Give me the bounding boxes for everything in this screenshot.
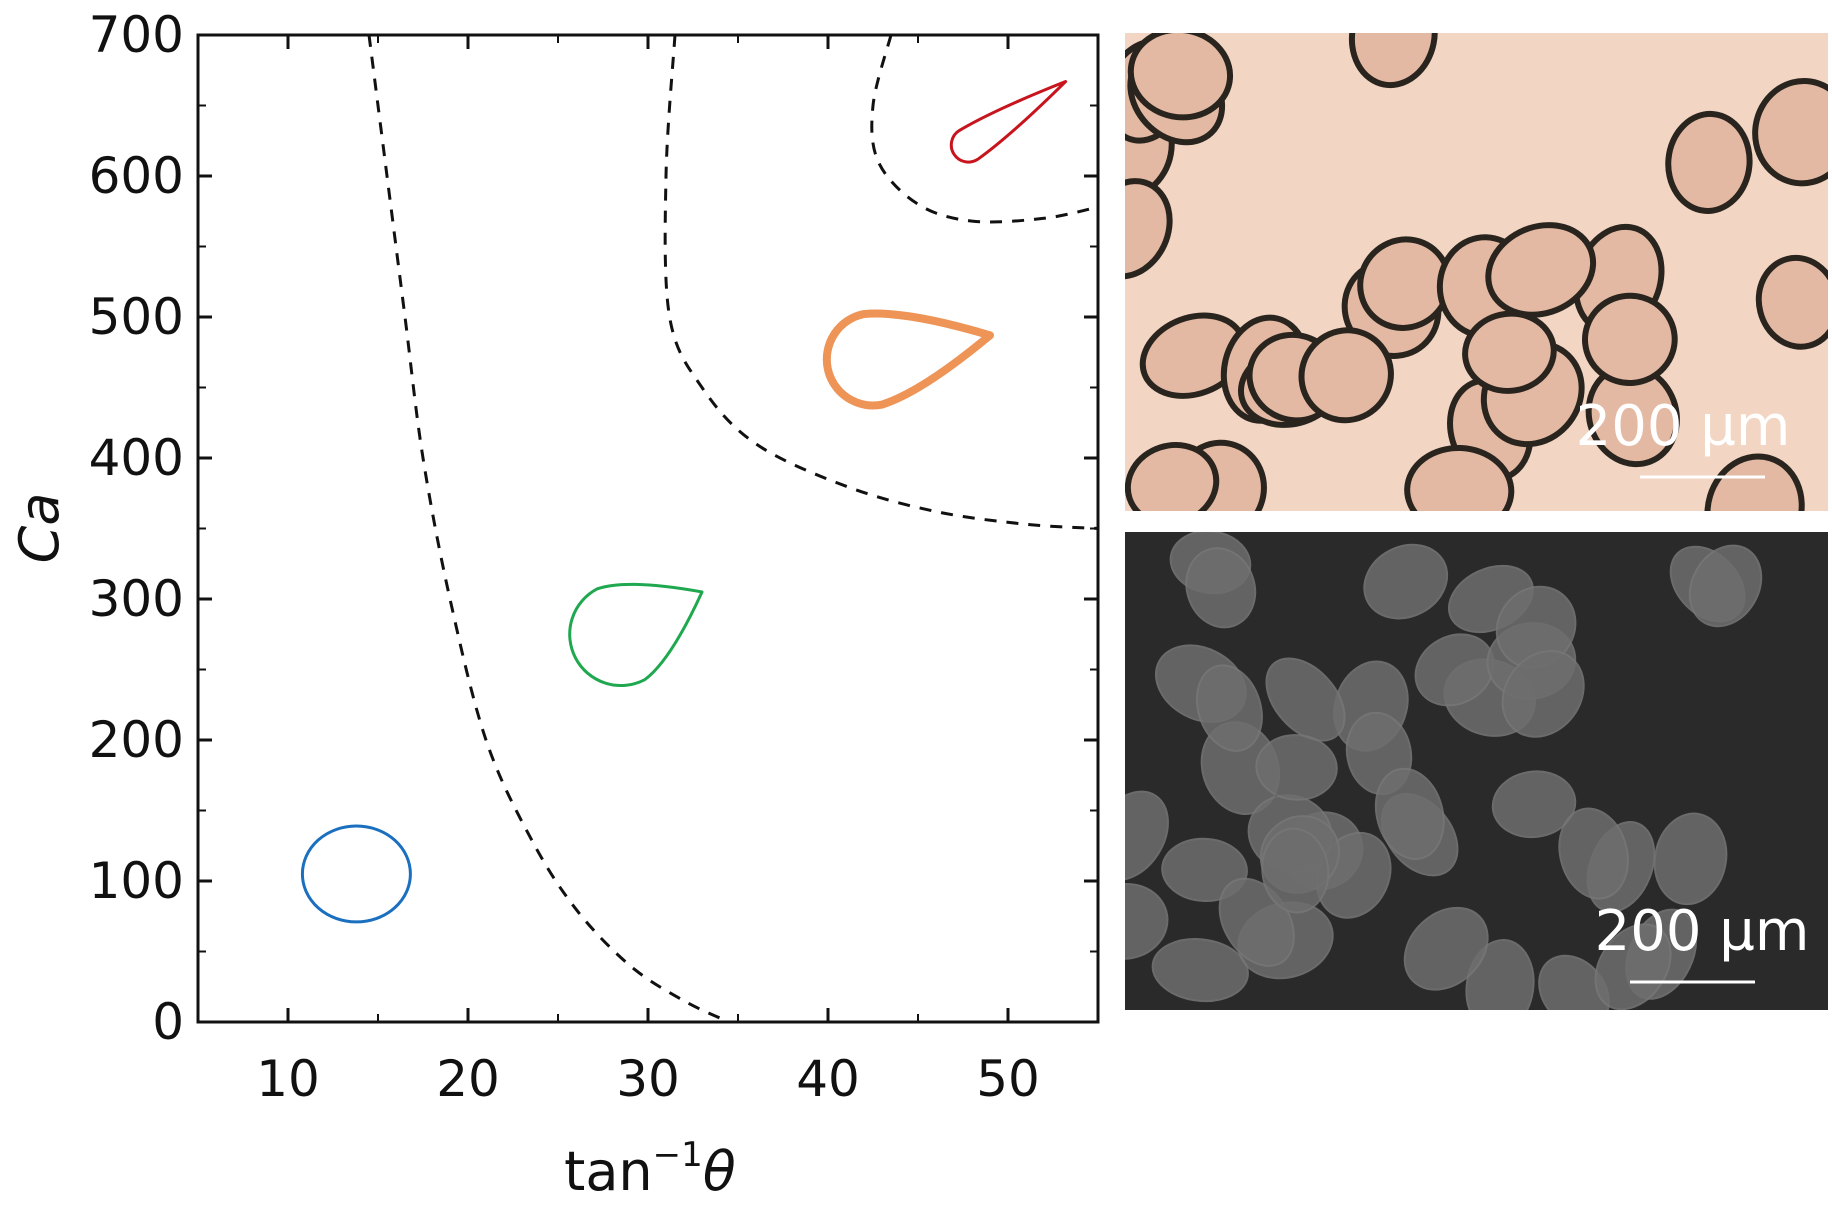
drop-shape-teardrop-3 <box>949 80 1068 164</box>
brightfield-droplet <box>1704 453 1805 511</box>
polarized-droplet <box>1161 837 1248 902</box>
polarized-droplet <box>1501 649 1585 738</box>
polarized-droplet <box>1363 543 1449 620</box>
polarized-droplet <box>1261 827 1330 914</box>
y-axis-title: Ca <box>8 493 71 564</box>
y-tick-label: 100 <box>89 852 184 910</box>
drop-shape-circle <box>300 824 412 924</box>
x-tick-label: 40 <box>796 1050 860 1108</box>
brightfield-droplet <box>1357 236 1452 331</box>
polarized-droplet <box>1653 812 1728 906</box>
polarized-droplet <box>1465 939 1535 1010</box>
brightfield-droplet <box>1127 33 1234 121</box>
x-axis-title: tan−1θ <box>564 1135 736 1203</box>
brightfield-droplet <box>1581 292 1678 386</box>
x-axis-title-symbol: θ <box>703 1140 736 1203</box>
y-tick-label: 600 <box>89 147 184 205</box>
polarized-scale-label: 200 µm <box>1595 899 1810 964</box>
x-axis-title-base: tan <box>564 1140 653 1203</box>
polarized-micrograph: 200 µm <box>1125 532 1828 1010</box>
y-tick-label: 400 <box>89 429 184 487</box>
brightfield-droplet <box>1348 33 1438 89</box>
drop-shape-teardrop-1 <box>568 582 704 688</box>
polarized-droplet <box>1374 767 1445 861</box>
y-tick-label: 300 <box>89 570 184 628</box>
plot-frame <box>196 33 1100 1024</box>
brightfield-droplet <box>1404 444 1515 511</box>
y-tick-label: 500 <box>89 288 184 346</box>
brightfield-droplet <box>1125 178 1173 280</box>
x-tick-label: 30 <box>616 1050 680 1108</box>
drop-shape-teardrop-2 <box>822 309 994 410</box>
polarized-droplet <box>1491 770 1577 839</box>
polarized-droplet <box>1255 734 1338 801</box>
brightfield-droplet <box>1665 110 1753 214</box>
brightfield-scale-label: 200 µm <box>1576 394 1791 459</box>
y-tick-label: 200 <box>89 711 184 769</box>
brightfield-droplet <box>1755 254 1828 350</box>
polarized-droplet <box>1125 882 1169 960</box>
polarized-droplet <box>1403 906 1489 991</box>
x-tick-label: 10 <box>256 1050 320 1108</box>
polarized-droplet <box>1151 938 1249 1003</box>
polarized-droplet <box>1688 544 1763 628</box>
brightfield-droplets <box>1125 33 1828 511</box>
phase-boundary-3 <box>870 35 1098 224</box>
polarized-droplet <box>1594 923 1672 1010</box>
brightfield-droplet <box>1752 77 1828 187</box>
y-tick-label: 0 <box>152 993 184 1051</box>
x-tick-label: 50 <box>976 1050 1040 1108</box>
brightfield-droplet <box>1462 310 1557 394</box>
brightfield-micrograph: 200 µm <box>1125 33 1828 511</box>
polarized-droplet <box>1185 547 1257 629</box>
brightfield-droplet <box>1485 222 1597 318</box>
polarized-droplets <box>1125 532 1763 1010</box>
phase-boundaries <box>367 35 1098 1022</box>
polarized-droplet <box>1495 585 1577 669</box>
polarized-droplet <box>1195 664 1263 752</box>
phase-boundary-1 <box>367 35 730 1022</box>
x-axis-title-exponent: −1 <box>653 1135 703 1175</box>
x-tick-label: 20 <box>436 1050 500 1108</box>
polarized-droplet <box>1265 657 1346 742</box>
polarized-droplet <box>1558 807 1629 900</box>
polarized-droplet <box>1125 790 1169 881</box>
phase-boundary-2 <box>663 35 1098 530</box>
brightfield-droplet <box>1298 327 1394 424</box>
y-tick-label: 700 <box>89 6 184 64</box>
brightfield-droplet <box>1125 441 1220 511</box>
drop-shapes <box>300 80 1068 924</box>
